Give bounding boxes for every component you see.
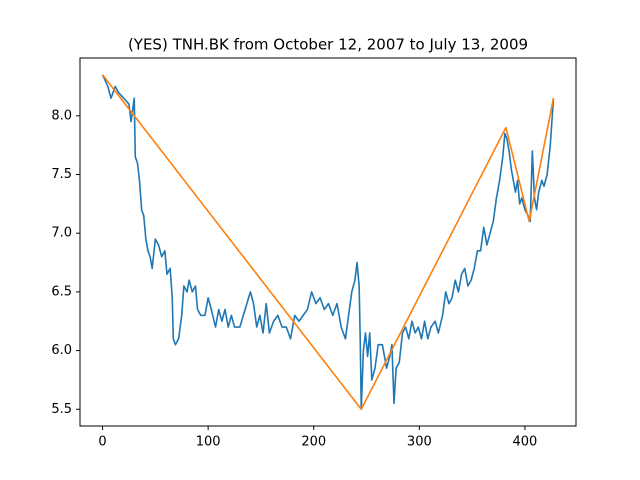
y-tick-label: 7.5 xyxy=(51,167,72,182)
y-tick-label: 5.5 xyxy=(51,402,72,417)
y-tick-label: 6.5 xyxy=(51,284,72,299)
x-tick-label: 100 xyxy=(196,435,221,450)
x-tick-label: 300 xyxy=(407,435,432,450)
y-tick-label: 7.0 xyxy=(51,226,72,241)
x-tick-label: 400 xyxy=(513,435,538,450)
y-tick-label: 6.0 xyxy=(51,343,72,358)
x-tick-label: 200 xyxy=(301,435,326,450)
chart-title: (YES) TNH.BK from October 12, 2007 to Ju… xyxy=(128,36,528,54)
data-line xyxy=(101,74,555,411)
y-tick-label: 8.0 xyxy=(51,108,72,123)
x-tick-label: 0 xyxy=(98,435,106,450)
data-line xyxy=(101,74,555,411)
plot-frame xyxy=(79,57,577,427)
